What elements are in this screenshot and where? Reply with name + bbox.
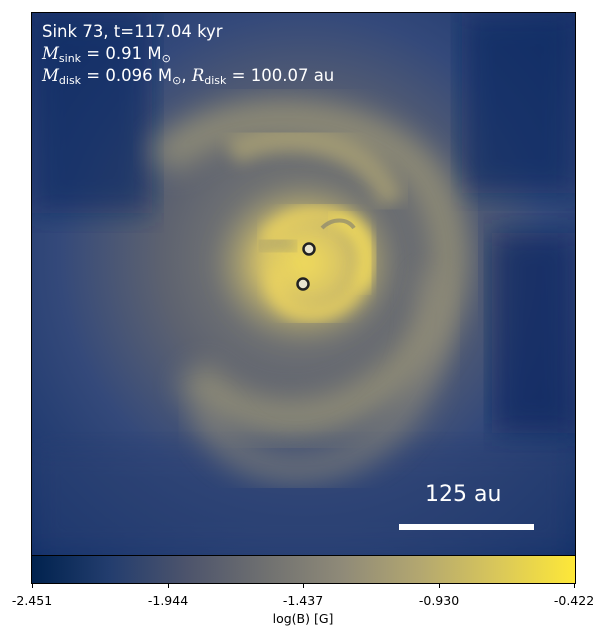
sink-upper-marker (302, 242, 316, 256)
scale-bar (399, 524, 534, 530)
sink-mass-label: Msink = 0.91 M⊙ (42, 44, 171, 65)
disk-properties-label: Mdisk = 0.096 M⊙, Rdisk = 100.07 au (42, 66, 335, 87)
colorbar-label: log(B) [G] (272, 611, 334, 626)
colorbar-tick (168, 583, 169, 588)
colorbar-tick-label: -0.422 (553, 593, 595, 608)
colorbar-tick (32, 583, 33, 588)
colorbar (31, 555, 576, 584)
field-map-image (32, 13, 575, 556)
scale-bar-label: 125 au (425, 482, 502, 507)
colorbar-tick (574, 583, 575, 588)
sink-lower-marker (296, 277, 310, 291)
colorbar-tick-label: -0.930 (418, 593, 460, 608)
sink-title: Sink 73, t=117.04 kyr (42, 22, 223, 41)
colorbar-tick-label: -1.437 (282, 593, 324, 608)
colorbar-tick-label: -2.451 (11, 593, 53, 608)
colorbar-tick (439, 583, 440, 588)
colorbar-tick (303, 583, 304, 588)
colorbar-tick-label: -1.944 (147, 593, 189, 608)
magnetic-field-map: Sink 73, t=117.04 kyr Msink = 0.91 M⊙ Md… (31, 12, 576, 557)
